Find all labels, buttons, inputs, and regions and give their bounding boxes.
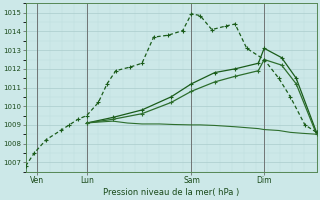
X-axis label: Pression niveau de la mer( hPa ): Pression niveau de la mer( hPa ) xyxy=(103,188,239,197)
